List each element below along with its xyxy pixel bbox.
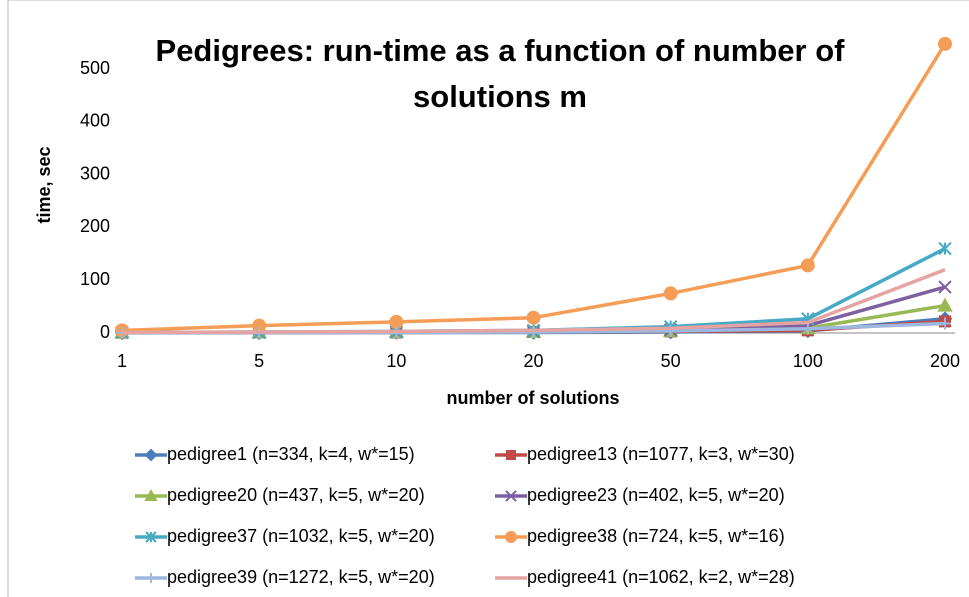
- legend-label: pedigree39 (n=1272, k=5, w*=20): [167, 567, 435, 587]
- legend-label: pedigree20 (n=437, k=5, w*=20): [167, 485, 425, 505]
- x-tick-label: 10: [386, 351, 406, 371]
- y-tick-label: 500: [80, 58, 110, 78]
- legend-marker: [144, 448, 158, 462]
- legend-label: pedigree37 (n=1032, k=5, w*=20): [167, 526, 435, 546]
- series-line: [121, 268, 946, 335]
- legend-marker: [144, 488, 158, 501]
- legend-label: pedigree1 (n=334, k=4, w*=15): [167, 444, 415, 464]
- y-axis-label: time, sec: [34, 146, 54, 223]
- legend-marker: [505, 531, 517, 543]
- x-axis-label: number of solutions: [447, 388, 620, 408]
- marker: [938, 280, 952, 294]
- chart-title: Pedigrees: run-time as a function of num…: [155, 33, 845, 114]
- x-tick-label: 20: [523, 351, 543, 371]
- chart-border: [7, 0, 969, 597]
- marker: [800, 258, 815, 273]
- marker: [389, 314, 404, 329]
- marker: [938, 241, 952, 256]
- legend-marker: [145, 531, 157, 543]
- legend-label: pedigree13 (n=1077, k=3, w*=30): [527, 444, 795, 464]
- legend-label: pedigree41 (n=1062, k=2, w*=28): [527, 567, 795, 587]
- x-tick-label: 50: [661, 351, 681, 371]
- y-tick-label: 300: [80, 163, 110, 183]
- marker: [663, 286, 678, 301]
- marker: [801, 322, 814, 335]
- x-tick-label: 1: [117, 351, 127, 371]
- marker: [938, 36, 952, 51]
- y-tick-label: 100: [80, 269, 110, 289]
- marker: [939, 317, 951, 330]
- marker: [937, 297, 953, 312]
- legend-label: pedigree38 (n=724, k=5, w*=16): [527, 526, 785, 546]
- y-tick-label: 200: [80, 216, 110, 236]
- legend-marker: [505, 490, 517, 502]
- legend-label: pedigree23 (n=402, k=5, w*=20): [527, 485, 785, 505]
- legend-marker: [146, 573, 156, 583]
- legend-marker: [506, 450, 516, 460]
- x-tick-label: 200: [930, 351, 960, 371]
- y-tick-label: 0: [100, 322, 110, 342]
- y-tick-label: 400: [80, 111, 110, 131]
- x-tick-label: 100: [793, 351, 823, 371]
- x-tick-label: 5: [254, 351, 264, 371]
- marker: [526, 310, 541, 325]
